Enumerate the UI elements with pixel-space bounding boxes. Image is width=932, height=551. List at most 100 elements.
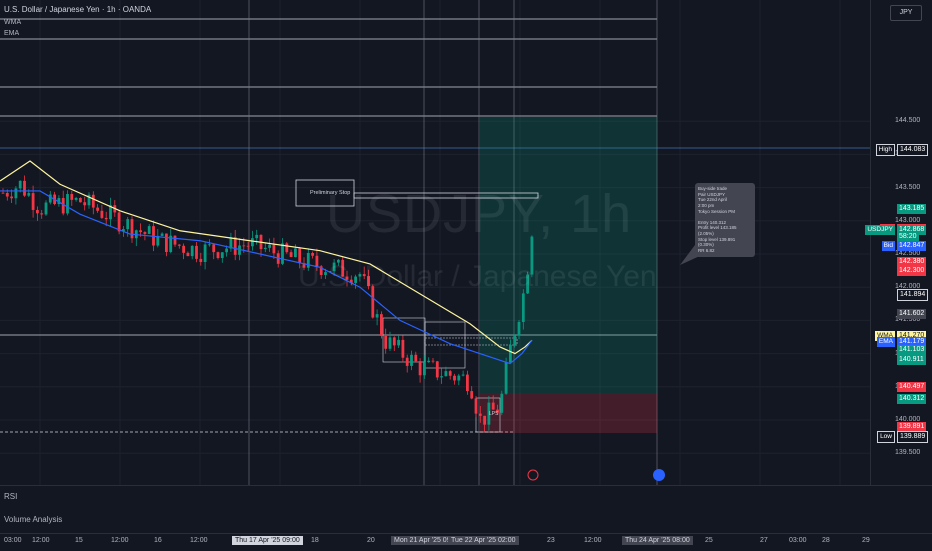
- price-tick: 140.000: [895, 416, 921, 423]
- candle-body: [165, 233, 168, 253]
- candle-body: [384, 335, 388, 349]
- candle-body: [285, 243, 289, 253]
- time-tick: 03:00: [789, 537, 807, 544]
- level-141894-price-label: 141.894: [897, 289, 929, 302]
- price-axis[interactable]: 144.500144.000143.500143.000142.500142.0…: [865, 0, 932, 485]
- time-tick: 23: [547, 537, 555, 544]
- ema-line: [0, 190, 533, 365]
- rsi-pane-label[interactable]: RSI: [4, 492, 18, 501]
- candle-body: [220, 252, 224, 258]
- candle-body: [40, 213, 44, 215]
- trade-note-line: RR 6.82: [698, 247, 715, 253]
- candle-body: [311, 253, 314, 256]
- candle-body: [96, 207, 99, 211]
- ema-legend[interactable]: EMA: [4, 30, 20, 37]
- event-icon: [527, 469, 539, 481]
- price-tick: 144.500: [895, 117, 921, 125]
- candle-body: [483, 415, 486, 425]
- candle-body: [147, 226, 151, 234]
- candle-body: [349, 279, 353, 283]
- candle-body: [332, 262, 336, 272]
- price-tick: 139.500: [895, 449, 921, 457]
- candle-body: [109, 205, 112, 220]
- trade-note[interactable]: Buy-side trade Pair USDJPY Tue 22nd April 2…: [695, 183, 755, 257]
- candle-body: [319, 266, 323, 275]
- candle-body: [298, 248, 302, 264]
- candle-body: [238, 245, 241, 255]
- candle-body: [401, 339, 405, 358]
- trade-note-line: Tokyo Session PM: [698, 208, 736, 214]
- candle-body: [380, 314, 383, 336]
- chart-title[interactable]: U.S. Dollar / Japanese Yen · 1h · OANDA: [4, 5, 152, 14]
- candle-body: [44, 202, 48, 215]
- trade-note-line: Stop level 139.891 (0.30%): [698, 236, 736, 248]
- candle-body: [117, 212, 121, 232]
- candle-body: [457, 375, 461, 381]
- candle-body: [509, 344, 512, 363]
- price-chart[interactable]: USDJPY, 1h U.S. Dollar / Japanese Yen U.…: [0, 0, 870, 485]
- candle-body: [302, 263, 306, 268]
- candle-body: [70, 194, 74, 200]
- candle-body: [242, 245, 246, 247]
- candle-body: [251, 238, 254, 247]
- low-price-label: 139.889: [897, 430, 929, 443]
- candle-body: [233, 237, 237, 255]
- candle-body: [521, 293, 525, 323]
- lps-label: LPS: [489, 411, 499, 417]
- high-price-label: 144.083: [897, 143, 929, 156]
- usdjpy-price-label: 142.868: [897, 224, 927, 235]
- level-140312-price-label: 140.312: [897, 394, 927, 405]
- level-142300-price-label: 142.300: [897, 265, 927, 276]
- candle-body: [199, 258, 203, 262]
- time-tick: Thu 24 Apr '25 08:00: [622, 536, 693, 545]
- chart-canvas[interactable]: [0, 0, 870, 485]
- candle-body: [418, 361, 422, 376]
- candle-body: [104, 217, 108, 220]
- candle-body: [315, 255, 319, 267]
- time-tick: 15: [75, 537, 83, 544]
- time-tick: 18: [311, 537, 319, 544]
- candle-body: [18, 180, 22, 189]
- candle-body: [190, 245, 194, 257]
- time-tick: 16: [154, 537, 162, 544]
- candle-body: [216, 252, 220, 258]
- currency-button[interactable]: JPY: [890, 5, 922, 21]
- candle-body: [173, 235, 177, 245]
- time-tick: 12:00: [111, 537, 129, 544]
- usdjpy-tag: USDJPY: [865, 224, 895, 235]
- candle-body: [362, 274, 366, 277]
- candle-body: [169, 235, 173, 253]
- candle-body: [392, 337, 396, 346]
- candle-body: [423, 362, 426, 376]
- candle-body: [79, 197, 82, 203]
- time-tick: Tue 22 Apr '25 02:00: [448, 536, 519, 545]
- candle-body: [354, 276, 357, 283]
- candle-body: [195, 245, 198, 259]
- candle-body: [74, 197, 78, 200]
- ema-tag: EMA: [876, 336, 895, 347]
- candle-body: [410, 354, 413, 366]
- candle-body: [91, 194, 95, 208]
- level-140911-price-label: 140.911: [897, 354, 926, 365]
- candle-body: [405, 357, 409, 366]
- time-tick: 28: [822, 537, 830, 544]
- candle-body: [212, 244, 216, 253]
- wma-legend[interactable]: WMA: [4, 19, 22, 26]
- candle-body: [345, 276, 349, 280]
- time-tick: 25: [705, 537, 713, 544]
- time-tick: 27: [760, 537, 768, 544]
- spring-box: [424, 337, 518, 346]
- candle-body: [14, 188, 18, 199]
- candle-body: [337, 259, 340, 263]
- economic-event-icon: [653, 469, 665, 481]
- candle-body: [268, 244, 271, 248]
- candle-body: [448, 371, 452, 376]
- time-tick: 20: [367, 537, 375, 544]
- level-141602-price-label: 141.602: [897, 308, 927, 319]
- volume-pane-label[interactable]: Volume Analysis: [4, 515, 63, 524]
- candle-body: [122, 229, 125, 232]
- candle-body: [478, 413, 482, 416]
- ema-price-label: 141.179: [897, 336, 927, 347]
- candle-body: [27, 193, 31, 196]
- time-axis[interactable]: 03:00 12:00 15 12:00 16 12:00 Thu 17 Apr '25 0…: [0, 533, 932, 551]
